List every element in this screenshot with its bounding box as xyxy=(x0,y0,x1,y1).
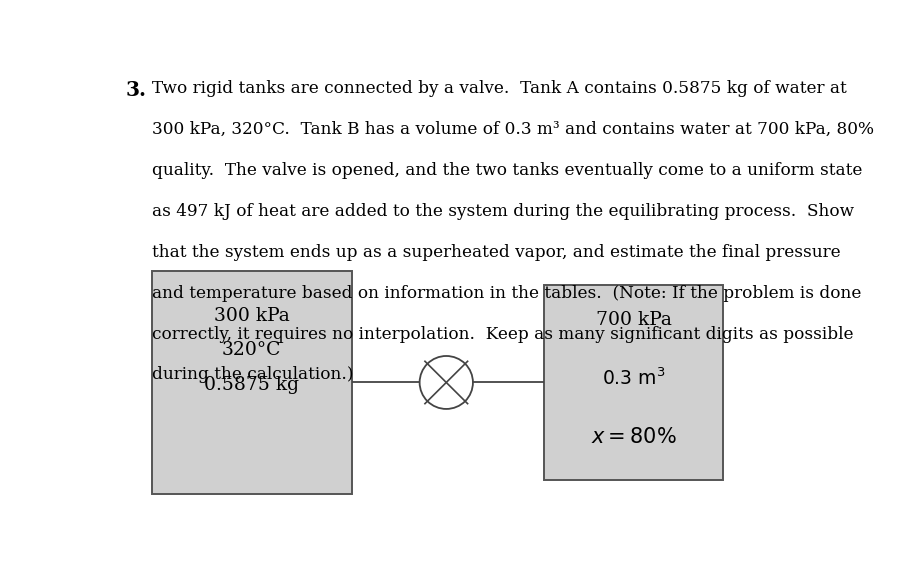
Text: 300 kPa, 320°C.  Tank B has a volume of 0.3 m³ and contains water at 700 kPa, 80: 300 kPa, 320°C. Tank B has a volume of 0… xyxy=(152,121,873,138)
Text: correctly, it requires no interpolation.  Keep as many significant digits as pos: correctly, it requires no interpolation.… xyxy=(152,325,853,343)
Bar xyxy=(545,284,723,480)
Text: Two rigid tanks are connected by a valve.  Tank A contains 0.5875 kg of water at: Two rigid tanks are connected by a valve… xyxy=(152,80,846,98)
Text: during the calculation.): during the calculation.) xyxy=(152,366,353,384)
Text: 3.: 3. xyxy=(126,80,147,100)
Ellipse shape xyxy=(420,356,473,409)
Bar xyxy=(152,271,352,493)
Text: quality.  The valve is opened, and the two tanks eventually come to a uniform st: quality. The valve is opened, and the tw… xyxy=(152,162,862,179)
Text: as 497 kJ of heat are added to the system during the equilibrating process.  Sho: as 497 kJ of heat are added to the syste… xyxy=(152,203,853,220)
Text: and temperature based on information in the tables.  (Note: If the problem is do: and temperature based on information in … xyxy=(152,284,861,302)
Text: $x = 80\%$: $x = 80\%$ xyxy=(591,427,677,447)
Text: 300 kPa: 300 kPa xyxy=(214,307,290,325)
Text: 0.5875 kg: 0.5875 kg xyxy=(205,376,300,394)
Text: that the system ends up as a superheated vapor, and estimate the final pressure: that the system ends up as a superheated… xyxy=(152,244,841,261)
Text: 700 kPa: 700 kPa xyxy=(596,311,672,329)
Text: $0.3\ \mathrm{m}^3$: $0.3\ \mathrm{m}^3$ xyxy=(602,368,666,389)
Text: 320°C: 320°C xyxy=(222,341,281,359)
